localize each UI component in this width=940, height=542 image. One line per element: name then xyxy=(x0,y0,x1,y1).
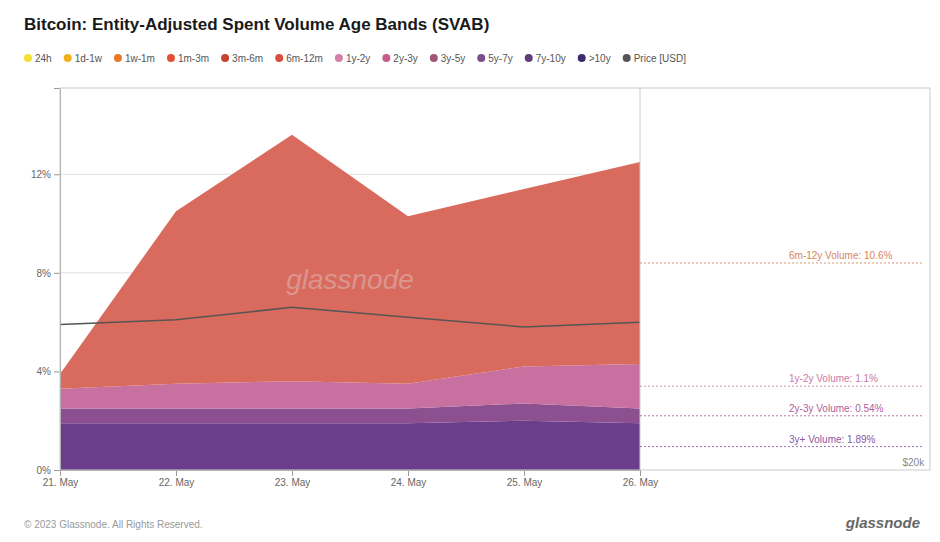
annotation: 3y+ Volume: 1.89% xyxy=(789,434,876,445)
y-tick-mark xyxy=(54,174,60,175)
x-tick-label: 24. May xyxy=(391,477,427,488)
annotation-leader xyxy=(640,262,924,263)
legend-swatch xyxy=(114,54,122,62)
y-tick: 0% xyxy=(37,465,60,476)
legend-label: 1m-3m xyxy=(178,53,209,64)
plot: glassnode0%4%8%12%21. May22. May23. May2… xyxy=(31,89,658,489)
y-tick-label: 4% xyxy=(37,366,52,377)
panel-separator xyxy=(640,88,641,470)
legend-label: 24h xyxy=(35,53,52,64)
title: Bitcoin: Entity-Adjusted Spent Volume Ag… xyxy=(24,15,489,34)
marks xyxy=(60,135,640,470)
legend-swatch xyxy=(221,54,229,62)
legend-label: 5y-7y xyxy=(488,53,512,64)
legend-swatch xyxy=(167,54,175,62)
area xyxy=(60,135,640,389)
x-tick: 26. May xyxy=(623,470,659,488)
annotation: 6m-12y Volume: 10.6% xyxy=(789,250,892,261)
y-tick-mark xyxy=(54,371,60,372)
x-tick-label: 23. May xyxy=(275,477,311,488)
footer-left: © 2023 Glassnode. All Rights Reserved. xyxy=(24,519,203,530)
x-tick-mark xyxy=(524,470,525,476)
legend-label: 7y-10y xyxy=(536,53,566,64)
x-tick-mark xyxy=(60,470,61,476)
annotation: 2y-3y Volume: 0.54% xyxy=(789,403,884,414)
y-tick-label: 0% xyxy=(37,465,52,476)
y-tick-label: 12% xyxy=(31,169,51,180)
y-tick-label: 8% xyxy=(37,268,52,279)
legend: 24h 1d-1w 1w-1m 1m-3m 3m-6m 6m-12m 1y-2y 2y-3y 3… xyxy=(24,53,686,64)
line xyxy=(60,307,640,327)
y-tick-mark xyxy=(54,273,60,274)
x-tick-mark xyxy=(408,470,409,476)
annotation: 1y-2y Volume: 1.1% xyxy=(789,373,878,384)
annotations: 6m-12y Volume: 10.6% 1y-2y Volume: 1.1% 2y… xyxy=(640,250,925,468)
legend-label: 1y-2y xyxy=(346,53,370,64)
x-axis: 21. May 22. May 23. May 24. May 25. May 26. M… xyxy=(43,470,659,488)
x-tick-label: 25. May xyxy=(507,477,543,488)
legend-label: 3y-5y xyxy=(441,53,465,64)
grid-line xyxy=(60,174,640,175)
legend-label: 1w-1m xyxy=(125,53,155,64)
legend-swatch xyxy=(335,54,343,62)
x-tick: 25. May xyxy=(507,470,543,488)
footer-right: glassnode xyxy=(845,514,920,531)
legend-swatch xyxy=(623,54,631,62)
y-tick: 8% xyxy=(37,268,60,279)
x-tick: 24. May xyxy=(391,470,427,488)
legend-swatch xyxy=(275,54,283,62)
y-tick: 4% xyxy=(37,366,60,377)
x-tick-mark xyxy=(640,470,641,476)
x-tick-mark xyxy=(176,470,177,476)
legend-label: >10y xyxy=(589,53,611,64)
annotation-leader xyxy=(640,386,924,387)
area xyxy=(60,421,640,470)
legend-swatch xyxy=(382,54,390,62)
x-tick-label: 22. May xyxy=(159,477,195,488)
legend-swatch xyxy=(24,54,32,62)
legend-label: Price [USD] xyxy=(634,53,686,64)
x-axis-line xyxy=(61,471,641,477)
legend-swatch xyxy=(477,54,485,62)
right-label: $20k xyxy=(903,457,926,468)
y-tick: 12% xyxy=(31,169,60,180)
legend-swatch xyxy=(64,54,72,62)
y-tick-mark xyxy=(54,470,60,471)
legend-label: 2y-3y xyxy=(393,53,417,64)
frame xyxy=(60,88,930,470)
legend-swatch xyxy=(430,54,438,62)
x-tick-label: 26. May xyxy=(623,477,659,488)
x-tick-mark xyxy=(292,470,293,476)
legend-label: 1d-1w xyxy=(75,53,103,64)
x-tick: 23. May xyxy=(275,470,311,488)
legend-swatch xyxy=(525,54,533,62)
watermark: glassnode xyxy=(286,264,414,295)
x-tick: 21. May xyxy=(43,470,79,488)
annotation-leader xyxy=(640,415,924,416)
legend-label: 6m-12m xyxy=(286,53,323,64)
annotation-leader xyxy=(640,446,924,447)
legend-label: 3m-6m xyxy=(232,53,263,64)
chart: Bitcoin: Entity-Adjusted Spent Volume Ag… xyxy=(0,0,940,542)
x-tick-label: 21. May xyxy=(43,477,79,488)
y-axis: 0% 4% 8% 12% xyxy=(31,89,61,476)
legend-swatch xyxy=(578,54,586,62)
x-tick: 22. May xyxy=(159,470,195,488)
